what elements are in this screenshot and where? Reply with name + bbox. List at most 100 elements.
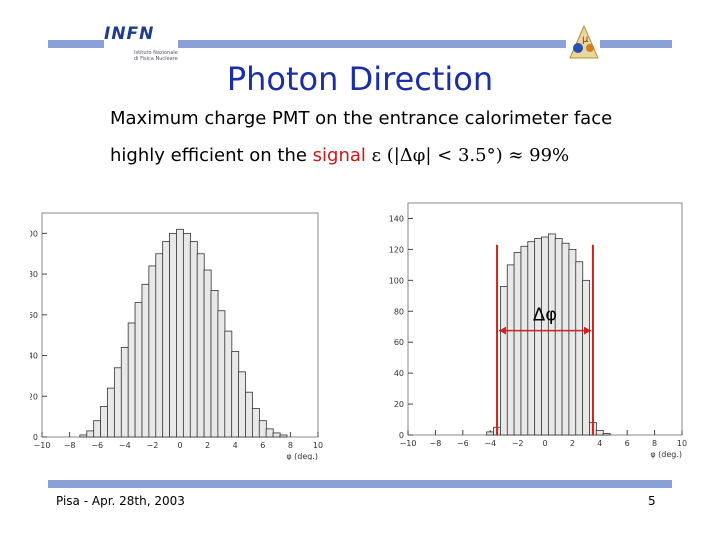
- x-axis-label: φ (deg.): [650, 450, 682, 459]
- histogram-bin: [203, 269, 212, 438]
- x-tick-label: 10: [677, 439, 687, 448]
- subtitle-line-1: Maximum charge PMT on the entrance calor…: [110, 108, 613, 129]
- x-tick-label: −2: [147, 441, 159, 450]
- histogram-bin: [595, 429, 604, 436]
- left-histogram: 0 20 40 60 80 100 −10 −8 −6 −4 −2 0 2 4 6 8 10 φ (deg.): [30, 212, 323, 460]
- histogram-bin: [93, 420, 102, 438]
- x-tick-label: 2: [205, 441, 210, 450]
- histogram-bin: [196, 253, 205, 438]
- subtitle-line-2: highly efficient on the signal ε (|Δφ| <…: [110, 145, 569, 166]
- y-tick-label: 80: [394, 307, 404, 316]
- x-tick-label: −4: [484, 439, 496, 448]
- arrow-head-right: [583, 326, 591, 335]
- histogram-bin: [513, 252, 522, 436]
- y-tick-label: 140: [389, 214, 404, 223]
- histogram-bin: [258, 420, 267, 438]
- slide-number: 5: [648, 494, 656, 508]
- infn-logo: INFN Istituto Nazionale di Fisica Nuclea…: [104, 24, 184, 72]
- histogram-bin: [238, 371, 247, 438]
- histogram-bin: [265, 428, 274, 438]
- y-tick-label: 40: [30, 352, 38, 361]
- histogram-bin: [176, 228, 184, 438]
- histogram-bin: [134, 302, 143, 438]
- header-bar-middle: [178, 40, 566, 48]
- histogram-bin: [547, 233, 556, 436]
- x-tick-label: 8: [652, 439, 657, 448]
- histogram-bin: [520, 245, 529, 436]
- histogram-bin: [107, 387, 115, 438]
- signal-word: signal: [312, 145, 366, 166]
- y-tick-label: 0: [399, 431, 404, 440]
- histogram-bin: [602, 433, 611, 436]
- histogram-bin: [162, 241, 171, 438]
- page-title: Photon Direction: [226, 60, 494, 98]
- histogram-bin: [127, 322, 136, 438]
- y-tick-label: 100: [30, 229, 38, 238]
- x-tick-label: 0: [542, 439, 547, 448]
- histogram-bin: [279, 434, 288, 438]
- x-tick-label: 6: [260, 441, 265, 450]
- svg-text:μ: μ: [582, 34, 589, 45]
- y-tick-label: 60: [30, 311, 38, 320]
- histogram-bin: [148, 265, 157, 438]
- histogram-bin: [506, 264, 515, 436]
- histogram-bin: [120, 346, 129, 438]
- histogram-bin: [79, 434, 88, 438]
- histogram-bin: [245, 391, 253, 438]
- histogram-bin: [499, 286, 508, 436]
- histogram-bin: [86, 430, 95, 438]
- x-tick-label: 8: [288, 441, 293, 450]
- x-tick-label: 6: [625, 439, 630, 448]
- header-bar-left: [48, 40, 104, 48]
- y-tick-label: 40: [394, 369, 404, 378]
- histogram-bin: [189, 241, 198, 438]
- efficiency-formula: ε (|Δφ| < 3.5°) ≈ 99%: [371, 145, 570, 166]
- histogram-bin: [575, 261, 584, 436]
- x-axis-label: φ (deg.): [286, 452, 318, 460]
- x-tick-label: 2: [570, 439, 575, 448]
- footer-bar: [48, 480, 672, 488]
- experiment-logo: μ: [569, 24, 599, 59]
- histogram-bin: [224, 330, 233, 438]
- delta-phi-annotation: Δφ: [533, 305, 557, 326]
- x-tick-label: −6: [457, 439, 469, 448]
- footer-date: Pisa - Apr. 28th, 2003: [56, 494, 185, 508]
- x-tick-label: −2: [512, 439, 524, 448]
- y-tick-label: 0: [33, 433, 38, 442]
- histogram-bin: [568, 249, 577, 436]
- y-tick-label: 100: [389, 276, 404, 285]
- y-tick-label: 60: [394, 338, 404, 347]
- histogram-bin: [534, 238, 543, 436]
- x-tick-label: −10: [400, 439, 417, 448]
- x-tick-label: −8: [430, 439, 442, 448]
- x-tick-label: −8: [64, 441, 76, 450]
- x-tick-label: −4: [119, 441, 131, 450]
- histogram-bin: [251, 408, 260, 438]
- y-tick-label: 120: [389, 245, 404, 254]
- y-tick-label: 20: [394, 400, 404, 409]
- x-tick-label: 4: [233, 441, 238, 450]
- histogram-bin: [141, 283, 150, 438]
- histogram-bin: [231, 351, 240, 438]
- header-bar-right: [600, 40, 672, 48]
- x-tick-label: 10: [313, 441, 323, 450]
- arrow-head-left: [499, 326, 507, 335]
- histogram-bin: [486, 431, 495, 436]
- histogram-bin: [182, 232, 191, 438]
- histogram-bin: [541, 236, 549, 436]
- line2-prefix: highly efficient on the: [110, 145, 313, 166]
- histogram-bin: [217, 310, 226, 438]
- right-histogram: 0 20 40 60 80 100 120 140 −10 −8 −6 −4 −2 0 2 4 6 8 10 φ (d…: [389, 202, 687, 459]
- histogram-bin: [113, 367, 122, 438]
- histogram-bin: [554, 238, 563, 436]
- x-tick-label: 4: [597, 439, 602, 448]
- histogram-bin: [155, 253, 164, 438]
- logo-subtitle: Istituto Nazionale di Fisica Nucleare: [134, 50, 178, 62]
- histogram-bin: [272, 432, 281, 438]
- histogram-bin: [100, 406, 109, 438]
- histogram-bin: [210, 289, 219, 438]
- histogram-bin: [527, 241, 536, 436]
- histogram-bin: [561, 242, 570, 436]
- y-tick-label: 80: [30, 270, 38, 279]
- y-tick-label: 20: [30, 392, 38, 401]
